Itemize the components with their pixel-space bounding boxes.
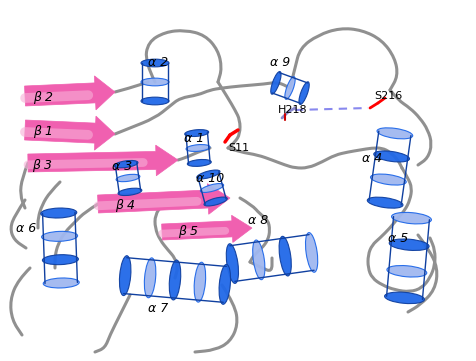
Ellipse shape [385,292,425,304]
Ellipse shape [377,128,413,139]
Text: α 10: α 10 [196,171,224,184]
FancyArrow shape [28,145,178,176]
Ellipse shape [279,236,291,276]
Text: β 5: β 5 [178,226,198,239]
Ellipse shape [253,240,265,280]
Ellipse shape [186,144,210,152]
FancyArrow shape [98,184,230,214]
Ellipse shape [41,208,77,218]
Text: H218: H218 [278,105,307,115]
Text: α 1: α 1 [184,131,204,144]
Ellipse shape [41,231,78,241]
Ellipse shape [194,262,206,302]
Ellipse shape [271,71,281,94]
Text: α 5: α 5 [388,231,408,244]
Text: α 9: α 9 [270,56,290,69]
Ellipse shape [144,258,156,298]
Text: α 3: α 3 [112,160,132,173]
Ellipse shape [188,160,211,166]
Ellipse shape [141,78,169,86]
Ellipse shape [185,130,208,136]
Ellipse shape [285,77,295,99]
Text: β 4: β 4 [115,200,135,213]
Text: S216: S216 [374,91,402,101]
Ellipse shape [169,260,181,300]
Text: α 8: α 8 [248,213,268,226]
Text: β 3: β 3 [32,160,52,173]
Ellipse shape [374,151,409,162]
Ellipse shape [299,82,309,104]
Ellipse shape [118,188,142,196]
Ellipse shape [392,212,431,224]
Text: α 4: α 4 [362,152,382,165]
Ellipse shape [114,161,138,168]
Ellipse shape [226,244,238,283]
Text: α 2: α 2 [148,56,168,69]
Ellipse shape [370,174,406,185]
Ellipse shape [367,197,403,208]
Ellipse shape [387,266,427,277]
Ellipse shape [43,278,79,288]
Ellipse shape [200,183,224,192]
Text: β 2: β 2 [33,91,53,104]
Ellipse shape [306,232,317,272]
Ellipse shape [389,239,429,251]
FancyArrow shape [162,215,252,243]
FancyArrow shape [25,76,115,110]
Ellipse shape [141,97,169,105]
Ellipse shape [116,174,140,182]
FancyArrow shape [25,116,115,150]
Text: S11: S11 [228,143,249,153]
Text: β 1: β 1 [33,126,53,139]
Ellipse shape [219,264,230,304]
Ellipse shape [42,255,79,265]
Ellipse shape [119,256,131,296]
Ellipse shape [197,170,220,179]
Ellipse shape [141,59,169,67]
Text: α 7: α 7 [148,301,168,314]
Ellipse shape [204,197,227,206]
Text: α 6: α 6 [16,222,36,235]
